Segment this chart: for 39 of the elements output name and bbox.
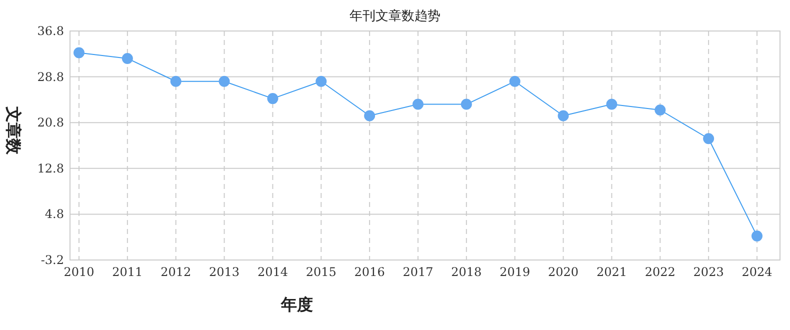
x-tick-label: 2024 (742, 265, 773, 279)
x-tick-label: 2016 (354, 265, 385, 279)
y-tick-label: 36.8 (37, 24, 64, 38)
point (122, 52, 133, 64)
point (316, 76, 327, 87)
y-tick-label: 12.8 (37, 161, 64, 176)
point (412, 98, 424, 110)
point (606, 98, 618, 110)
x-tick-label: 2022 (644, 265, 676, 279)
x-tick-label: 2021 (596, 265, 627, 279)
point (267, 93, 278, 104)
x-tick-label: 2014 (257, 265, 288, 279)
x-tick-label: 2019 (500, 265, 530, 279)
x-tick-label: 2015 (306, 265, 336, 279)
x-tick-label: 2017 (402, 265, 434, 279)
point (364, 110, 376, 122)
y-tick-label: 20.8 (37, 116, 64, 130)
x-tick-label: 2020 (548, 265, 579, 279)
point (170, 76, 182, 87)
point (74, 47, 84, 58)
x-tick-label: 2013 (209, 265, 240, 279)
x-tick-label: 2018 (451, 265, 482, 279)
y-tick-label: -3.2 (40, 253, 64, 267)
point (218, 76, 230, 87)
y-axis-title: 文章数 (4, 106, 23, 156)
x-tick-label: 2023 (693, 265, 724, 279)
y-tick-label: 28.8 (37, 70, 64, 84)
point (654, 104, 666, 116)
x-axis-title: 年度 (280, 295, 313, 314)
point (460, 98, 472, 110)
point (752, 230, 762, 242)
chart-title: 年刊文章数趋势 (350, 9, 440, 24)
y-tick-label: 4.8 (44, 207, 64, 222)
x-tick-label: 2010 (64, 265, 94, 279)
point (558, 110, 569, 122)
point (509, 76, 520, 87)
point (703, 133, 714, 144)
x-tick-label: 2012 (160, 265, 192, 279)
x-tick-label: 2011 (112, 265, 143, 279)
